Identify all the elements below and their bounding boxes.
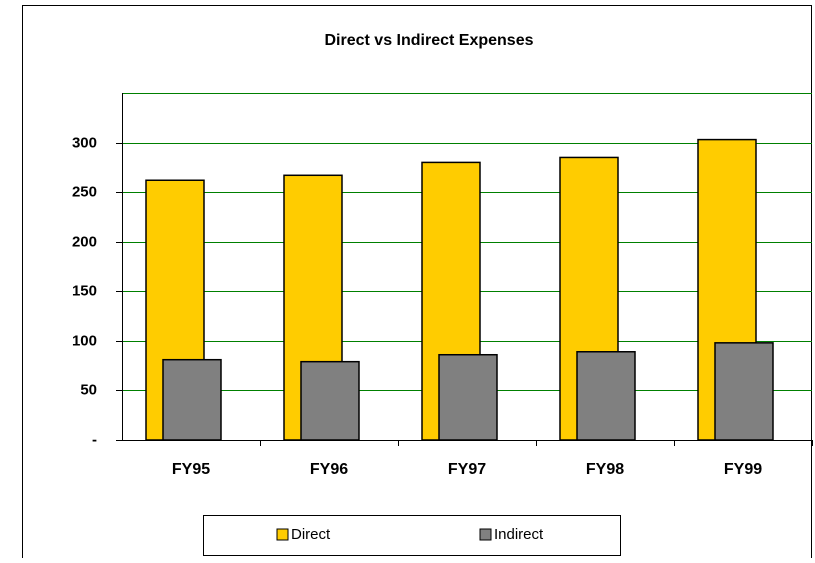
y-tick-label: 150 bbox=[72, 282, 97, 299]
bar bbox=[576, 351, 636, 441]
legend-swatch bbox=[479, 528, 492, 541]
legend-label: Direct bbox=[291, 526, 331, 543]
y-tick-label: 50 bbox=[80, 381, 97, 398]
chart-border bbox=[22, 5, 812, 563]
y-tick-label: 300 bbox=[72, 134, 97, 151]
bar bbox=[162, 358, 222, 441]
y-tick-label: 250 bbox=[72, 183, 97, 200]
bar bbox=[714, 342, 774, 441]
x-tick-label: FY98 bbox=[586, 461, 624, 478]
bar bbox=[438, 353, 498, 441]
legend-box bbox=[203, 515, 621, 556]
legend-swatch bbox=[276, 528, 289, 541]
y-tick-label: - bbox=[92, 431, 97, 448]
legend-label: Indirect bbox=[494, 526, 544, 543]
y-tick-label: 200 bbox=[72, 233, 97, 250]
x-tick-label: FY96 bbox=[310, 461, 348, 478]
bar bbox=[300, 360, 360, 441]
x-tick-label: FY97 bbox=[448, 461, 486, 478]
chart-title: Direct vs Indirect Expenses bbox=[325, 32, 534, 49]
x-tick-label: FY99 bbox=[724, 461, 762, 478]
x-tick-label: FY95 bbox=[172, 461, 210, 478]
y-tick-label: 100 bbox=[72, 332, 97, 349]
